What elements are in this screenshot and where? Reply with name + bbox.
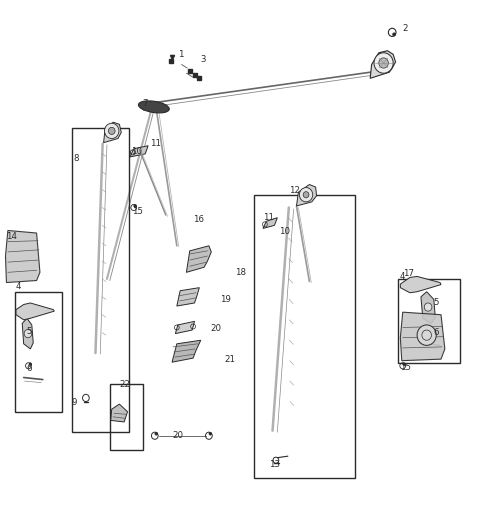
Polygon shape xyxy=(22,318,33,349)
Text: 2: 2 xyxy=(403,24,408,33)
Text: 13: 13 xyxy=(269,460,280,469)
Polygon shape xyxy=(297,184,317,206)
Polygon shape xyxy=(104,122,121,143)
Circle shape xyxy=(209,432,212,435)
Circle shape xyxy=(403,362,406,366)
Text: 21: 21 xyxy=(225,355,236,364)
Circle shape xyxy=(105,123,119,139)
Polygon shape xyxy=(370,51,396,78)
Text: 5: 5 xyxy=(434,298,439,308)
Text: 15: 15 xyxy=(132,206,143,216)
Text: 20: 20 xyxy=(172,431,183,440)
Text: 4: 4 xyxy=(16,282,22,291)
Text: 22: 22 xyxy=(120,380,131,389)
Text: 6: 6 xyxy=(26,364,32,373)
Text: 11: 11 xyxy=(263,213,274,222)
Text: 14: 14 xyxy=(6,232,17,241)
Text: 10: 10 xyxy=(279,227,290,236)
Polygon shape xyxy=(5,230,40,283)
Circle shape xyxy=(417,325,436,346)
Polygon shape xyxy=(186,246,211,272)
Text: 5: 5 xyxy=(26,327,32,335)
Circle shape xyxy=(379,58,388,68)
Circle shape xyxy=(303,191,309,198)
Circle shape xyxy=(155,432,157,435)
Text: 1: 1 xyxy=(178,50,183,59)
Circle shape xyxy=(426,330,429,333)
Text: 15: 15 xyxy=(400,363,411,372)
Polygon shape xyxy=(111,404,128,422)
Text: 18: 18 xyxy=(235,268,246,277)
Text: 3: 3 xyxy=(201,55,206,64)
Polygon shape xyxy=(172,340,201,362)
Circle shape xyxy=(108,127,115,135)
Text: 10: 10 xyxy=(131,147,142,156)
Circle shape xyxy=(393,33,396,36)
Text: 8: 8 xyxy=(73,155,79,163)
Text: 20: 20 xyxy=(210,324,221,333)
Circle shape xyxy=(424,303,432,311)
Polygon shape xyxy=(175,322,194,334)
Text: 7: 7 xyxy=(143,99,148,109)
Polygon shape xyxy=(177,288,199,306)
Circle shape xyxy=(374,53,393,73)
Polygon shape xyxy=(16,303,54,320)
Polygon shape xyxy=(421,292,435,324)
Text: 19: 19 xyxy=(220,295,231,304)
Ellipse shape xyxy=(138,101,169,113)
Polygon shape xyxy=(263,218,277,228)
Text: 17: 17 xyxy=(403,269,414,279)
Text: 11: 11 xyxy=(150,139,161,148)
Circle shape xyxy=(300,187,313,202)
Circle shape xyxy=(29,362,32,366)
Circle shape xyxy=(134,204,137,207)
Text: 12: 12 xyxy=(289,186,300,195)
Text: 9: 9 xyxy=(72,398,77,407)
Text: 4: 4 xyxy=(399,272,405,281)
Text: 16: 16 xyxy=(193,215,204,224)
Polygon shape xyxy=(400,276,441,293)
Circle shape xyxy=(24,330,32,338)
Polygon shape xyxy=(130,146,148,157)
Polygon shape xyxy=(400,312,445,360)
Text: 6: 6 xyxy=(434,328,439,337)
